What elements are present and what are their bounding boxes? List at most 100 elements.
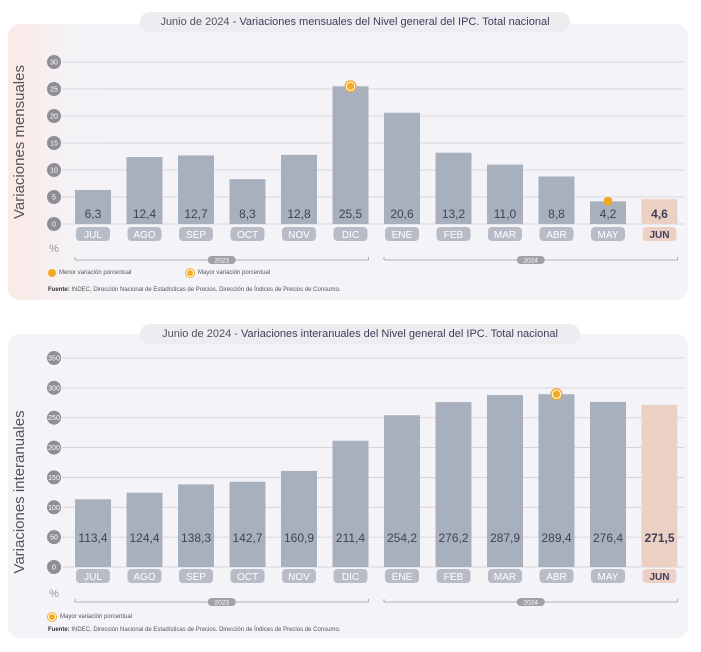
- category-pill: [488, 227, 522, 241]
- bar: [384, 112, 420, 224]
- category-label: NOV: [288, 572, 310, 583]
- value-label: 12,4: [133, 207, 157, 221]
- category-pill: [230, 569, 265, 583]
- y-tick-badge: [47, 136, 61, 150]
- y-tick-label: 15: [50, 141, 58, 148]
- category-label: ABR: [546, 230, 567, 241]
- category-label: DIC: [342, 572, 359, 583]
- value-label: 276,4: [593, 531, 623, 545]
- category-pill: [642, 227, 677, 241]
- annual-source-note: Fuente: INDEC, Dirección Nacional de Est…: [48, 627, 341, 633]
- y-tick-badge: [47, 190, 61, 204]
- value-label: 11,0: [494, 207, 517, 221]
- category-label: JUL: [84, 572, 102, 583]
- category-pill: [539, 227, 574, 241]
- y-tick-label: 50: [50, 535, 58, 542]
- bar: [178, 484, 214, 567]
- y-tick-label: 0: [52, 222, 56, 229]
- value-label: 287,9: [490, 531, 520, 545]
- max-marker-icon: [186, 269, 194, 277]
- annual-chart-title: Junio de 2024 - Variaciones interanuales…: [140, 324, 580, 344]
- y-tick-label: 250: [48, 415, 60, 422]
- category-pill: [127, 569, 162, 583]
- category-label: ENE: [392, 230, 413, 241]
- y-tick-badge: [47, 55, 61, 69]
- y-tick-badge: [47, 380, 61, 395]
- category-pill: [436, 227, 471, 241]
- category-label: DIC: [342, 230, 359, 241]
- bar: [281, 154, 317, 224]
- y-axis-label: Variaciones mensuales: [11, 65, 28, 219]
- y-axis-label: Variaciones interanuales: [11, 410, 28, 573]
- y-tick-label: 150: [48, 475, 60, 482]
- value-label: 276,2: [438, 531, 468, 545]
- category-pill: [642, 569, 677, 583]
- y-tick-label: 200: [48, 445, 60, 452]
- bar: [229, 481, 266, 567]
- category-label: JUN: [649, 230, 669, 241]
- bar: [487, 395, 523, 567]
- y-tick-badge: [47, 530, 61, 545]
- value-label: 8,3: [239, 207, 256, 221]
- category-label: MAR: [494, 572, 516, 583]
- category-label: ENE: [392, 572, 413, 583]
- category-label: MAY: [598, 572, 619, 583]
- bar: [178, 155, 214, 224]
- y-tick-badge: [47, 82, 61, 96]
- y-tick-badge: [47, 109, 61, 123]
- bar: [590, 201, 626, 224]
- bar: [75, 499, 111, 567]
- bar: [590, 401, 626, 567]
- bar: [126, 492, 163, 567]
- bar: [641, 404, 678, 567]
- category-pill: [333, 227, 368, 241]
- y-tick-label: 20: [50, 114, 58, 121]
- category-label: OCT: [237, 572, 258, 583]
- category-pill: [282, 569, 316, 583]
- category-pill: [76, 227, 110, 241]
- y-tick-badge: [47, 351, 61, 365]
- value-label: 271,5: [644, 531, 674, 545]
- bar: [126, 157, 163, 224]
- year-badge: [207, 256, 236, 264]
- legend-min: Menor variación porcentual: [48, 269, 131, 277]
- y-tick-label: 5: [52, 195, 56, 202]
- value-label: 12,7: [184, 207, 208, 221]
- category-pill: [488, 569, 522, 583]
- value-label: 138,3: [181, 531, 211, 545]
- category-pill: [436, 569, 471, 583]
- value-label: 254,2: [387, 531, 417, 545]
- value-label: 25,5: [339, 207, 363, 221]
- year-badge: [516, 598, 545, 606]
- category-pill: [591, 227, 625, 241]
- bar: [332, 440, 369, 567]
- y-tick-badge: [47, 410, 61, 425]
- category-pill: [385, 227, 419, 241]
- category-pill: [179, 569, 213, 583]
- category-label: JUN: [649, 572, 669, 583]
- category-pill: [179, 227, 213, 241]
- y-tick-label: 25: [50, 87, 58, 94]
- year-label: 2023: [215, 600, 230, 607]
- year-badge: [516, 256, 545, 264]
- category-label: AGO: [133, 572, 155, 583]
- category-label: FEB: [444, 230, 464, 241]
- legend-max: Mayor variación porcentual: [186, 269, 270, 277]
- category-label: MAR: [494, 230, 516, 241]
- category-pill: [591, 569, 625, 583]
- category-pill: [333, 569, 368, 583]
- value-label: 142,7: [232, 531, 262, 545]
- value-label: 211,4: [336, 531, 365, 545]
- category-label: ABR: [546, 572, 567, 583]
- bar: [641, 199, 678, 224]
- year-badge: [207, 598, 236, 606]
- bar: [281, 470, 317, 567]
- value-label: 4,6: [651, 207, 668, 221]
- unit-label: %: [49, 243, 59, 255]
- category-label: AGO: [133, 230, 155, 241]
- max-marker-ring: [551, 389, 562, 399]
- value-label: 8,8: [548, 207, 565, 221]
- category-pill: [385, 569, 419, 583]
- value-label: 6,3: [85, 207, 102, 221]
- category-pill: [539, 569, 574, 583]
